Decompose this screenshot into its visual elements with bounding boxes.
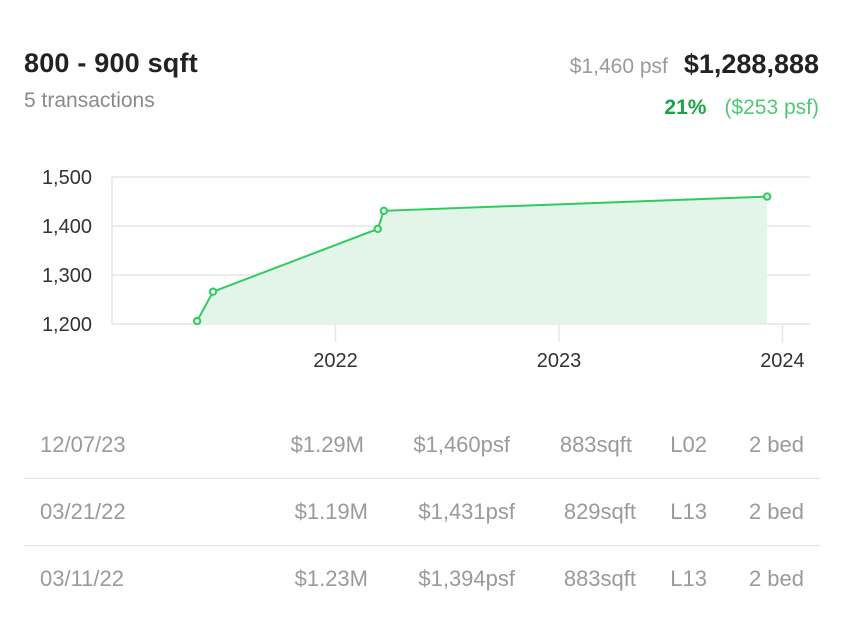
- row-price: $1.19M: [294, 499, 368, 524]
- y-tick-label: 1,300: [42, 265, 92, 287]
- row-psf: $1,394psf: [418, 566, 515, 591]
- x-tick-label: 2022: [313, 350, 358, 372]
- row-date: 12/07/23: [40, 432, 126, 457]
- row-level: L02: [670, 432, 707, 457]
- latest-price: $1,288,888: [683, 49, 819, 79]
- x-tick-label: 2024: [760, 350, 805, 372]
- row-size: 883sqft: [563, 566, 636, 591]
- row-level: L13: [670, 499, 707, 524]
- row-level: L13: [670, 566, 707, 591]
- row-beds: 2 bed: [748, 432, 804, 457]
- data-point: [208, 287, 218, 296]
- row-date: 03/21/22: [40, 499, 126, 524]
- change-percent: 21%: [664, 96, 707, 119]
- row-beds: 2 bed: [748, 566, 804, 591]
- area-fill: [197, 196, 768, 324]
- size-range-title: 800 - 900 sqft: [24, 48, 198, 78]
- row-size: 883sqft: [559, 432, 632, 457]
- latest-psf: $1,460 psf: [569, 55, 668, 78]
- row-psf: $1,431psf: [418, 499, 515, 524]
- y-tick-label: 1,200: [42, 314, 92, 336]
- row-price: $1.29M: [290, 432, 364, 457]
- data-point: [373, 224, 382, 234]
- y-tick-label: 1,400: [42, 216, 92, 238]
- transaction-count: 5 transactions: [24, 89, 155, 112]
- psf-trend-chart: 1,200 1,300 1,400 1,500 2022 2023 2024: [42, 167, 810, 372]
- transactions-table: 12/07/23 $1.29M $1,460psf 883sqft L02 2 …: [24, 412, 820, 612]
- row-size: 829sqft: [563, 499, 636, 524]
- y-tick-label: 1,500: [42, 167, 92, 189]
- table-row[interactable]: 03/11/22 $1.23M $1,394psf 883sqft L13 2 …: [24, 545, 820, 612]
- row-beds: 2 bed: [748, 499, 804, 524]
- change-psf: ($253 psf): [724, 96, 819, 119]
- data-point: [379, 206, 389, 216]
- price-summary: $1,460 psf $1,288,888: [570, 49, 819, 80]
- row-psf: $1,460psf: [413, 432, 510, 457]
- table-row[interactable]: 12/07/23 $1.29M $1,460psf 883sqft L02 2 …: [24, 412, 820, 478]
- row-price: $1.23M: [294, 566, 368, 591]
- table-row[interactable]: 03/21/22 $1.19M $1,431psf 829sqft L13 2 …: [24, 478, 820, 545]
- x-tick-label: 2023: [537, 350, 582, 372]
- row-date: 03/11/22: [40, 566, 125, 591]
- data-point: [192, 316, 202, 326]
- data-point: [762, 192, 772, 201]
- price-change: 21% ($253 psf): [664, 96, 819, 120]
